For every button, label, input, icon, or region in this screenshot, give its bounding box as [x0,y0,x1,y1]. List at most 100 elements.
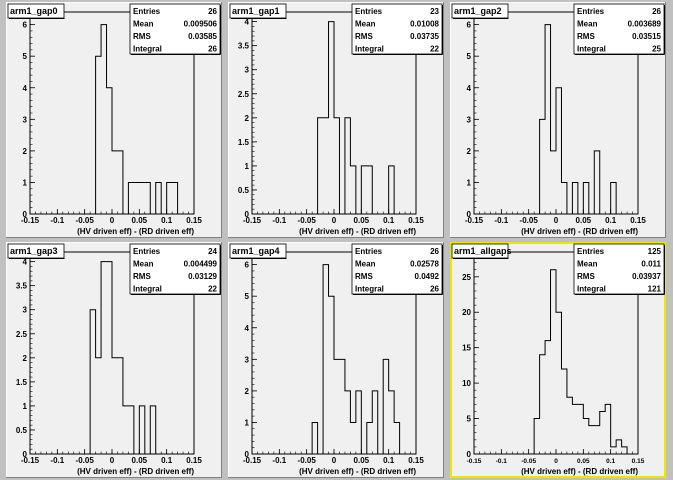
x-tick-label: 0.05 [576,216,592,225]
histogram-svg: 0 0.5 1 1.5 2 2.5 3 3.5 4 -0.15 -0.1 -0.05 0 0.05 0.1 0… [228,2,444,238]
histogram-bin [101,25,106,214]
stats-value-entries: 26 [208,7,217,16]
stats-value-rms: 0.0492 [415,272,440,281]
stats-value-mean: 0.009506 [184,20,218,29]
histogram-bin [329,296,334,454]
y-tick-label: 0.5 [238,186,250,195]
stats-label-rms: RMS [577,32,595,41]
histogram-bin [318,118,323,214]
histogram-bin [367,422,372,454]
histogram-pad-6[interactable]: 0 5 10 15 20 25 -0.15 -0.1 -0.05 0 0.05 0.1 0.15 arm1… [450,242,672,480]
histogram-bin [605,404,610,454]
stats-label-mean: Mean [577,20,598,29]
histogram-bin [589,426,594,454]
y-tick-label: 1 [23,178,28,187]
histogram-svg: 0 1 2 3 4 5 6 -0.15 -0.1 -0.05 0 0.05 0.1 0.15 arm1_ga… [6,2,222,238]
x-tick-label: 0.1 [383,456,395,465]
histogram-bin [583,182,588,214]
histogram-pad-5[interactable]: 0 1 2 3 4 5 6 -0.15 -0.1 -0.05 0 0.05 0.1 0.15 arm1_ga… [228,242,450,480]
x-tick-label: -0.05 [298,456,317,465]
stats-value-rms: 0.03735 [410,32,439,41]
stats-label-mean: Mean [355,20,376,29]
histogram-bin [96,358,101,454]
y-tick-label: 2.5 [238,90,250,99]
stats-value-entries: 125 [648,247,662,256]
histogram-pad-1[interactable]: 0 1 2 3 4 5 6 -0.15 -0.1 -0.05 0 0.05 0.1 0.15 arm1_ga… [6,2,228,240]
histogram-bin [561,369,566,454]
x-tick-label: 0 [332,456,337,465]
x-tick-label: 0.15 [408,216,424,225]
histogram-bin [556,88,561,214]
histogram-bin [545,341,550,454]
x-tick-label: -0.1 [496,458,508,465]
stats-label-integral: Integral [577,45,606,54]
histogram-bin [334,118,339,214]
histogram-outline [539,24,622,215]
y-tick-label: 0 [467,210,472,219]
y-tick-label: 6 [245,261,250,270]
x-tick-label: 0.15 [630,216,646,225]
histogram-bin [96,56,101,214]
y-tick-label: 3 [245,66,250,75]
y-tick-label: 25 [462,273,471,282]
y-tick-label: 1 [245,162,250,171]
x-tick-label: 0.15 [408,456,424,465]
histogram-title: arm1_gap3 [10,246,58,256]
x-tick-label: 0.1 [606,458,615,465]
histogram-bin [372,391,377,454]
x-tick-label: -0.05 [298,216,317,225]
stats-value-mean: 0.003689 [628,20,662,29]
y-tick-label: 4 [245,324,250,333]
stats-label-integral: Integral [133,285,162,294]
histogram-svg: 0 1 2 3 4 5 6 -0.15 -0.1 -0.05 0 0.05 0.1 0.15 arm1_ga… [228,242,444,478]
histogram-outline [317,21,400,215]
histogram-bin [312,422,317,454]
x-tick-label: 0 [554,216,559,225]
histogram-bin [117,358,122,454]
stats-value-integral: 25 [652,45,661,54]
histogram-title: arm1_gap1 [232,6,280,16]
x-tick-label: 0 [554,458,558,465]
x-axis-label: (HV driven eff) - (RD driven eff) [299,227,416,236]
y-tick-label: 0 [245,450,250,459]
stats-value-integral: 22 [208,285,217,294]
histogram-bin [600,411,605,454]
histogram-bin [339,359,344,454]
x-tick-label: 0.1 [161,216,173,225]
histogram-bin [128,406,133,454]
histogram-bin [345,118,350,214]
y-tick-label: 0 [245,210,250,219]
y-tick-label: 2 [245,387,250,396]
y-tick-label: 3 [23,306,28,315]
x-tick-label: 0.05 [132,456,148,465]
histogram-outline [89,261,162,455]
histogram-svg: 0 1 2 3 4 5 6 -0.15 -0.1 -0.05 0 0.05 0.1 0.15 arm1_ga… [450,2,666,238]
x-tick-label: 0.15 [186,216,202,225]
histogram-pad-3[interactable]: 0 1 2 3 4 5 6 -0.15 -0.1 -0.05 0 0.05 0.1 0.15 arm1_ga… [450,2,672,240]
x-tick-label: -0.05 [76,456,95,465]
histogram-pad-4[interactable]: 0 0.5 1 1.5 2 2.5 3 3.5 4 -0.15 -0.1 -0.05 0 0.05 0.1 0… [6,242,228,480]
x-axis-label: (HV driven eff) - (RD driven eff) [299,467,416,476]
x-tick-label: 0.1 [161,456,173,465]
histogram-pad-2[interactable]: 0 0.5 1 1.5 2 2.5 3 3.5 4 -0.15 -0.1 -0.05 0 0.05 0.1 0… [228,2,450,240]
y-tick-label: 1 [245,418,250,427]
x-tick-label: -0.05 [520,216,539,225]
histogram-bin [622,447,627,454]
y-tick-label: 4 [23,258,28,267]
histogram-bin [117,151,122,214]
x-tick-label: 0.15 [186,456,202,465]
histogram-bin [616,440,621,454]
histogram-bin [545,25,550,214]
y-tick-label: 1 [467,178,472,187]
x-tick-label: 0.05 [354,216,370,225]
histogram-bin [556,312,561,454]
stats-label-entries: Entries [133,7,161,16]
histogram-bin [128,182,133,214]
y-tick-label: 1.5 [238,138,250,147]
histogram-svg: 0 0.5 1 1.5 2 2.5 3 3.5 4 -0.15 -0.1 -0.05 0 0.05 0.1 0… [6,242,222,478]
histogram-bin [594,426,599,454]
y-tick-label: 6 [467,21,472,30]
x-axis-label: (HV driven eff) - (RD driven eff) [77,467,194,476]
stats-label-mean: Mean [577,260,598,269]
